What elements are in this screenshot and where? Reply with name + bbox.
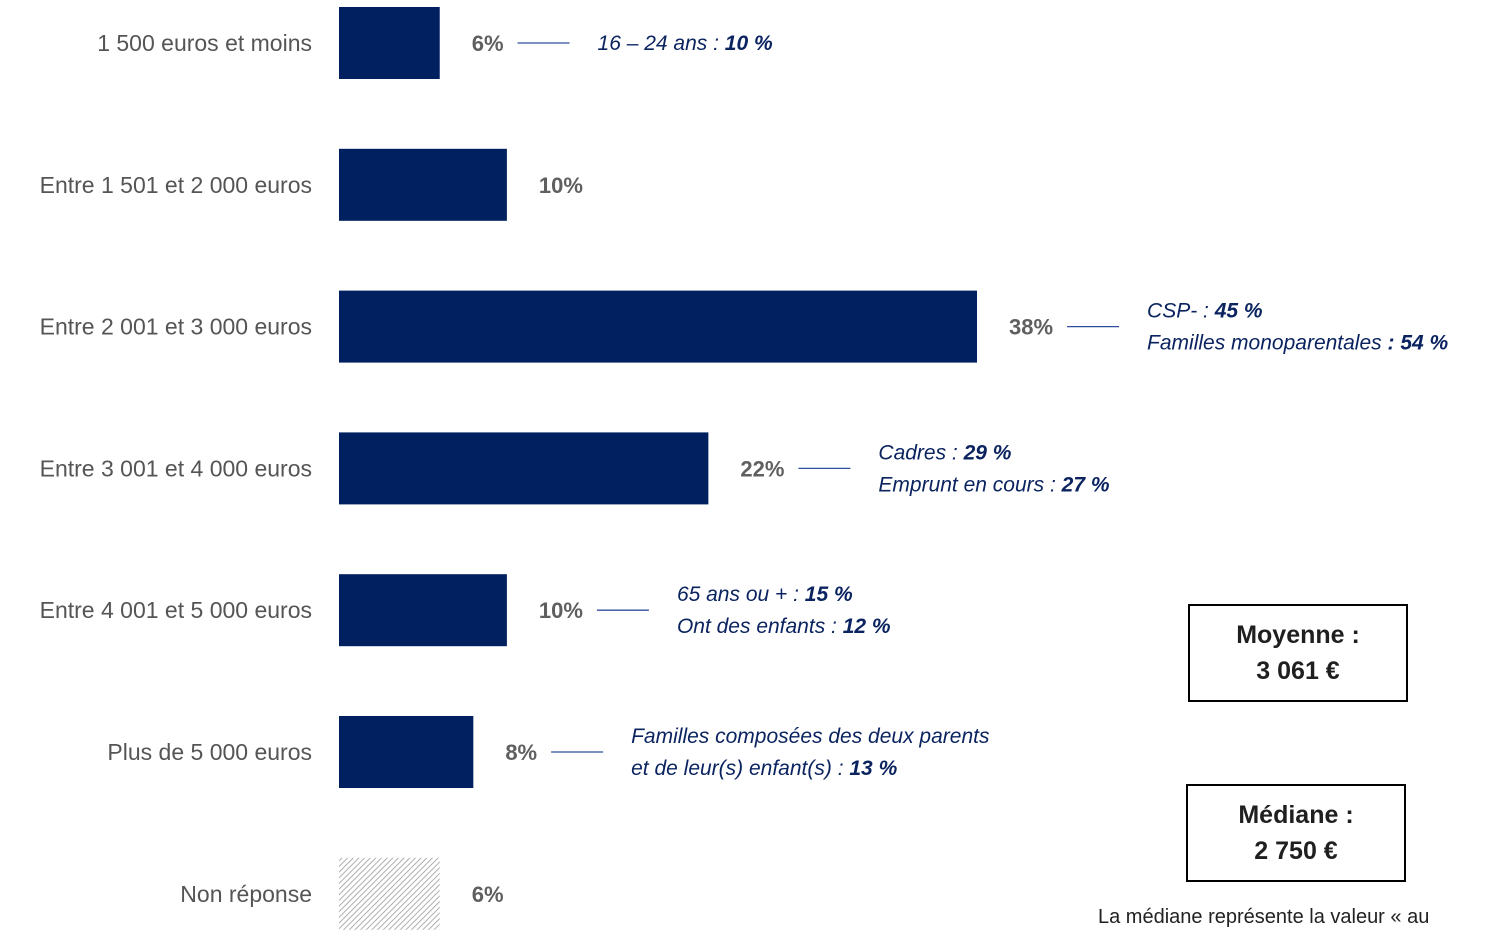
annotation-value: 27 % [1061,473,1110,496]
category-label: Non réponse [180,881,312,907]
mean-box: Moyenne : 3 061 € [1188,604,1408,702]
value-label: 6% [472,882,504,907]
value-label: 6% [472,31,504,56]
annotation-line: 65 ans ou + : 15 % [677,583,853,606]
bar [339,7,440,79]
category-label: Entre 3 001 et 4 000 euros [40,455,312,481]
annotation-line: 16 – 24 ans : 10 % [598,32,773,55]
mean-value: 3 061 € [1256,657,1340,685]
annotation-text: Cadres : [878,441,963,464]
annotation-line: Emprunt en cours : 27 % [878,473,1109,496]
annotation-text: Ont des enfants : [677,615,843,638]
median-box: Médiane : 2 750 € [1186,784,1406,882]
median-footnote: La médiane représente la valeur « au [1098,906,1430,928]
annotation-text: Familles monoparentales [1147,332,1387,355]
category-label: 1 500 euros et moins [97,30,312,56]
annotation-line: et de leur(s) enfant(s) : 13 % [631,757,897,780]
annotation-value: 13 % [849,757,897,780]
annotation-text: 65 ans ou + : [677,583,805,606]
category-label: Plus de 5 000 euros [107,739,312,765]
median-label: Médiane : [1238,801,1354,829]
value-label: 8% [505,740,537,765]
annotation-text: 16 – 24 ans : [598,32,725,55]
annotation-line: Ont des enfants : 12 % [677,615,891,638]
category-label: Entre 1 501 et 2 000 euros [40,172,312,198]
annotation-text: Familles composées des deux parents [631,725,990,748]
annotation-value: 12 % [843,615,891,638]
mean-label: Moyenne : [1236,621,1360,649]
value-label: 10% [539,598,583,623]
annotation-value: 29 % [963,441,1012,464]
annotation-value: 10 % [725,32,773,55]
value-label: 38% [1009,315,1053,340]
bar-nonresponse [339,857,440,930]
category-label: Entre 2 001 et 3 000 euros [40,314,312,340]
bar [339,716,474,788]
value-label: 10% [539,173,583,198]
annotation-text: Emprunt en cours : [878,473,1061,496]
bar [339,290,977,363]
annotation-text: et de leur(s) enfant(s) : [631,757,849,780]
bar [339,432,709,505]
annotation-value: 15 % [805,583,853,606]
value-label: 22% [740,456,784,481]
annotation-text: CSP- : [1147,300,1215,323]
annotation-value: : 54 % [1388,332,1449,355]
bar [339,574,507,647]
annotation-line: Familles monoparentales : 54 % [1147,332,1448,355]
median-value: 2 750 € [1254,837,1338,865]
annotation-value: 45 % [1214,300,1263,323]
annotation-line: Cadres : 29 % [878,441,1011,464]
category-label: Entre 4 001 et 5 000 euros [40,597,312,623]
annotation-line: CSP- : 45 % [1147,300,1263,323]
annotation-line: Familles composées des deux parents [631,725,990,748]
bar [339,148,507,221]
